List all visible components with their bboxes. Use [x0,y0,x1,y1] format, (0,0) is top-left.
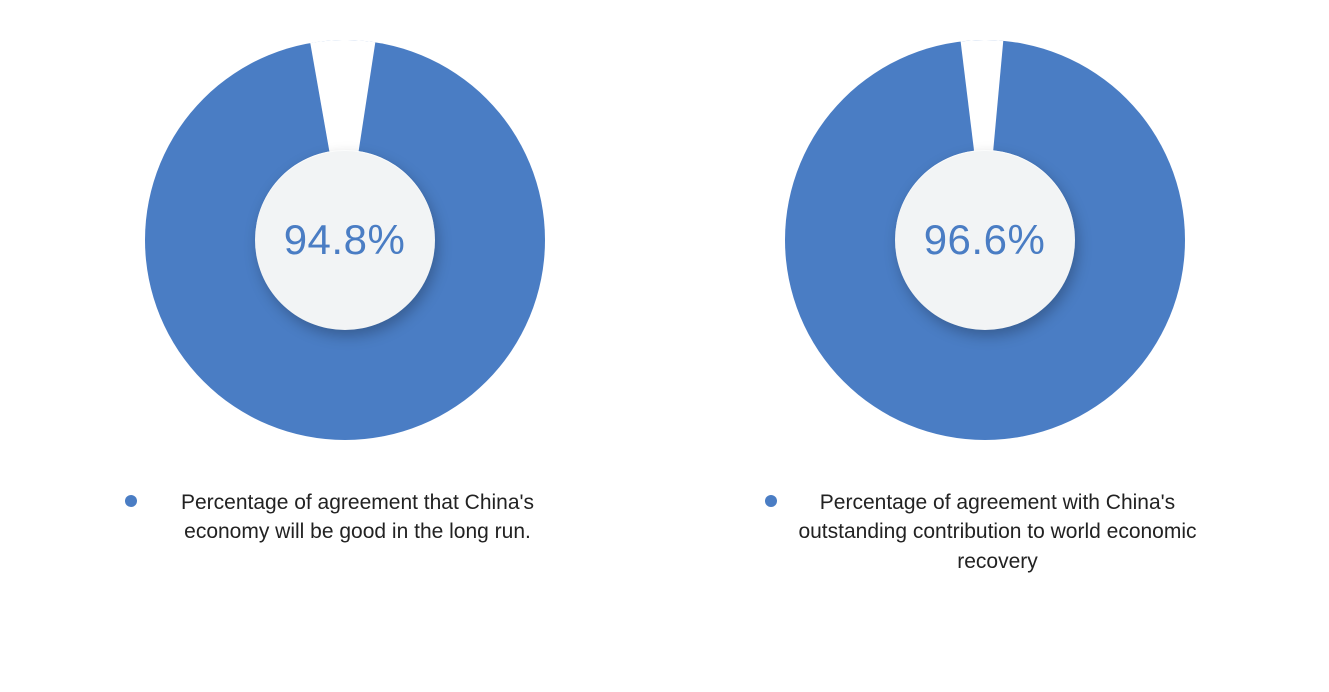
legend-bullet-icon [765,495,777,507]
donut-1-legend-text: Percentage of agreement that China's eco… [151,488,565,547]
donut-2-legend-text: Percentage of agreement with China's out… [791,488,1205,576]
donut-chart-2: 96.6% Percentage of agreement with China… [745,40,1225,576]
donut-2-center: 96.6% [895,150,1075,330]
donut-1-value: 94.8% [284,216,406,264]
donut-1-center: 94.8% [255,150,435,330]
donut-1-legend: Percentage of agreement that China's eco… [125,488,565,547]
donut-2-graphic: 96.6% [785,40,1185,440]
donut-2-legend: Percentage of agreement with China's out… [765,488,1205,576]
donut-chart-1: 94.8% Percentage of agreement that China… [105,40,585,576]
charts-container: 94.8% Percentage of agreement that China… [0,0,1329,576]
donut-2-value: 96.6% [924,216,1046,264]
donut-1-graphic: 94.8% [145,40,545,440]
legend-bullet-icon [125,495,137,507]
